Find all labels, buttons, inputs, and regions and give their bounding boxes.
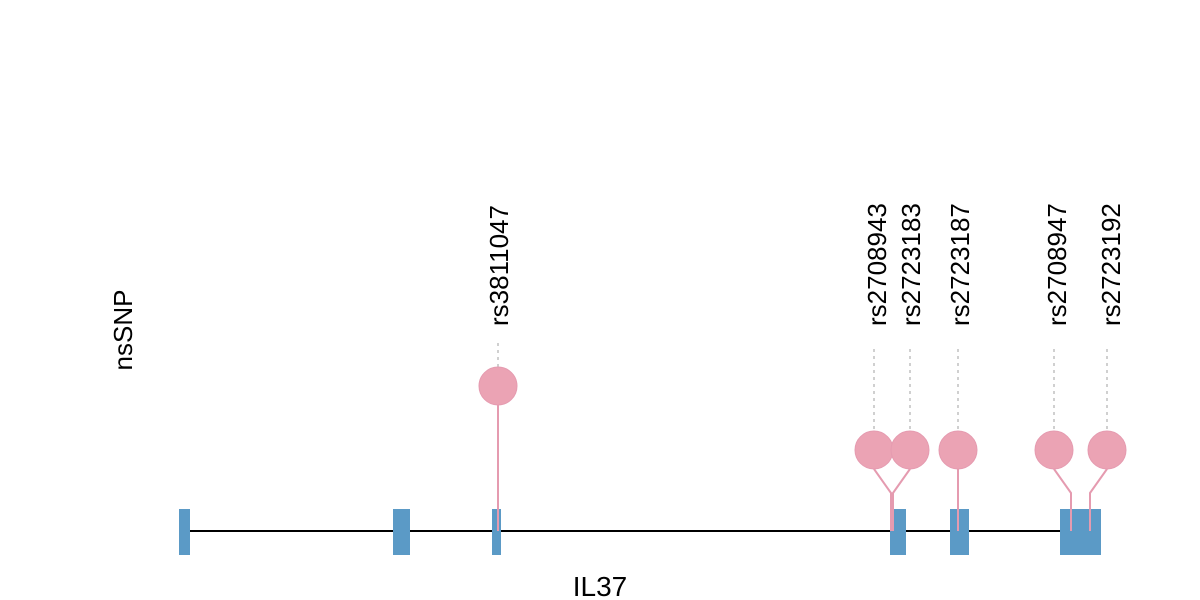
exon-6 <box>1060 509 1101 555</box>
snp-head[interactable] <box>938 430 978 470</box>
exon-3 <box>492 509 501 555</box>
exon-2 <box>393 509 410 555</box>
exon-group <box>179 509 1101 555</box>
gene-label: IL37 <box>573 571 628 600</box>
snp-stem <box>1089 468 1108 531</box>
snp-stem <box>873 468 892 531</box>
snp-label: rs2723183 <box>896 203 926 326</box>
snp-marker[interactable]: rs2708947 <box>1034 203 1074 531</box>
exon-5 <box>950 509 969 555</box>
snp-layer: rs3811047 rs2708943 rs2723183 rs2723187 <box>478 203 1127 531</box>
snp-marker[interactable]: rs2708943 <box>854 203 894 531</box>
snp-label: rs2708947 <box>1042 203 1072 326</box>
snp-marker[interactable]: rs3811047 <box>478 205 518 531</box>
track-label: nsSNP <box>108 290 138 371</box>
snp-marker[interactable]: rs2723183 <box>890 203 930 531</box>
snp-label: rs2723192 <box>1096 203 1126 326</box>
exon-1 <box>179 509 190 555</box>
snp-stem <box>892 468 911 531</box>
snp-head[interactable] <box>1034 430 1074 470</box>
snp-marker[interactable]: rs2723192 <box>1087 203 1127 531</box>
snp-label: rs2708943 <box>862 203 892 326</box>
snp-stem <box>1053 468 1072 531</box>
snp-head[interactable] <box>478 366 518 406</box>
snp-marker[interactable]: rs2723187 <box>938 203 978 531</box>
snp-label: rs2723187 <box>945 203 975 326</box>
snp-head[interactable] <box>854 430 894 470</box>
snp-head[interactable] <box>890 430 930 470</box>
snp-label: rs3811047 <box>484 205 514 326</box>
snp-head[interactable] <box>1087 430 1127 470</box>
